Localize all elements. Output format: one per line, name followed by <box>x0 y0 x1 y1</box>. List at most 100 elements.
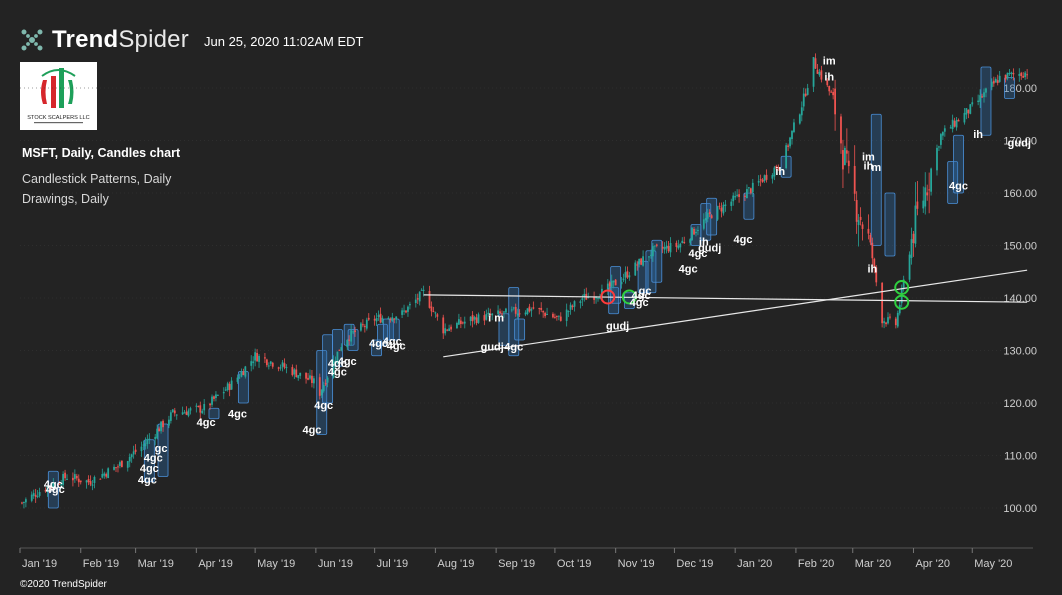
candle-body <box>732 195 735 202</box>
candle-body <box>943 128 946 132</box>
copyright: ©2020 TrendSpider <box>20 579 107 590</box>
candle-body <box>940 134 942 145</box>
signal-green <box>894 294 910 310</box>
candle-body <box>491 313 494 316</box>
candle-body <box>569 304 572 310</box>
candle-body <box>614 279 617 286</box>
candle-body <box>299 372 302 376</box>
candle-body <box>281 362 284 367</box>
candle-body <box>38 492 41 496</box>
pattern-label: 4gc <box>369 338 388 350</box>
candle-body <box>375 318 378 322</box>
x-tick-label: Jan '20 <box>737 558 772 570</box>
candle-body <box>311 375 313 384</box>
trendspider-logo: TrendSpider <box>20 26 189 54</box>
candle-body <box>324 383 327 385</box>
candle-body <box>393 318 396 320</box>
pattern-label: 4gc <box>140 463 159 475</box>
candle-body <box>140 446 143 452</box>
candle-body <box>869 234 872 243</box>
candle-body <box>21 502 23 504</box>
candle-body <box>291 367 294 376</box>
candle-body <box>295 369 298 378</box>
candle-body <box>363 326 366 328</box>
candle-body <box>350 330 353 342</box>
candle-body <box>791 130 793 140</box>
y-tick-label: 110.00 <box>1004 451 1037 463</box>
pattern-label: gudj <box>481 341 504 353</box>
candle-body <box>889 316 891 318</box>
candle-body <box>187 410 190 416</box>
candle-body <box>763 175 766 181</box>
candle-body <box>896 312 899 327</box>
pattern-label: ih <box>867 264 877 276</box>
candle-body <box>458 319 460 325</box>
candle-body <box>914 205 917 244</box>
candle-body <box>377 314 380 318</box>
logo-text: STOCK SCALPERS LLC <box>27 115 89 121</box>
candle-body <box>990 81 993 88</box>
candle-body <box>461 322 464 324</box>
candle-body <box>293 369 296 375</box>
candle-body <box>203 404 206 411</box>
candle-body <box>612 280 615 283</box>
candle-body <box>663 247 666 250</box>
candle-body <box>213 396 215 399</box>
pattern-label: 4gc <box>383 336 402 348</box>
candle-body <box>669 243 672 253</box>
candle-body <box>785 145 788 169</box>
candle-body <box>510 309 513 311</box>
candle-body <box>552 313 554 318</box>
candle-body <box>599 298 601 300</box>
candle-body <box>352 331 354 333</box>
candle-body <box>181 412 184 415</box>
chart-title: MSFT, Daily, Candles chart <box>22 146 181 160</box>
candle-body <box>348 339 351 341</box>
candle-body <box>557 315 560 317</box>
candle-body <box>497 310 499 315</box>
candle-body <box>32 493 35 496</box>
candle-body <box>373 318 376 321</box>
x-tick-label: Dec '19 <box>676 558 713 570</box>
candle-body <box>1006 72 1009 79</box>
candle-body <box>857 220 860 226</box>
candle-body <box>381 317 384 323</box>
candle-body <box>977 100 980 102</box>
candle-body <box>463 321 466 324</box>
candle-body <box>751 182 754 193</box>
candle-body <box>761 179 764 183</box>
candle-body <box>322 384 325 392</box>
x-tick-label: May '20 <box>974 558 1012 570</box>
candle-body <box>526 308 529 314</box>
candle-body <box>665 245 668 249</box>
candle-body <box>93 476 96 484</box>
candle-body <box>201 410 204 414</box>
candle-body <box>115 467 117 469</box>
candle-body <box>475 317 478 324</box>
candle-body <box>297 375 300 378</box>
study-drawings[interactable]: Drawings, Daily <box>22 192 109 206</box>
candle-body <box>307 377 309 380</box>
candle-body <box>85 480 88 483</box>
candle-body <box>128 456 131 462</box>
x-tick-label: Feb '19 <box>83 558 119 570</box>
pattern-label: 4gc <box>734 234 753 246</box>
signal-green <box>621 289 637 305</box>
y-tick-label: 160.00 <box>1003 188 1037 200</box>
candle-body <box>483 315 486 321</box>
study-candlestick-patterns[interactable]: Candlestick Patterns, Daily <box>22 172 172 186</box>
candle-body <box>103 473 106 476</box>
x-tick-label: Jun '19 <box>318 558 353 570</box>
candle-body <box>389 319 392 321</box>
candle-body <box>746 189 748 199</box>
candle-body <box>144 443 147 447</box>
candle-body <box>640 258 643 265</box>
candle-body <box>832 91 835 96</box>
candle-body <box>702 219 705 229</box>
candle-body <box>626 271 629 278</box>
x-axis: Jan '19 Feb '19 Mar '19 Apr '19 May '19 Jun '… <box>19 547 1033 570</box>
candle-body <box>926 192 929 196</box>
candle-body <box>168 419 170 426</box>
y-tick-label: 120.00 <box>1003 398 1037 410</box>
